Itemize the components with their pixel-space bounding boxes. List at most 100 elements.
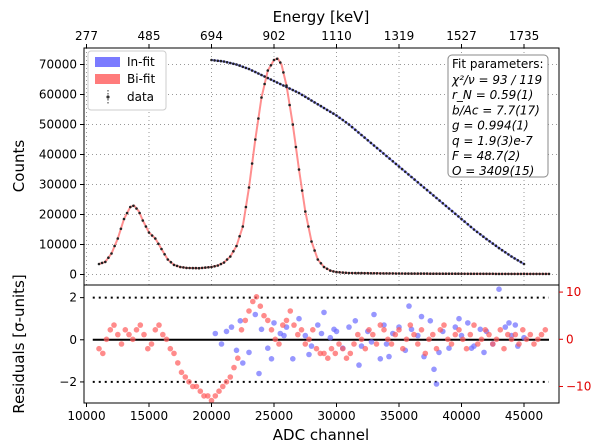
data-point-bi	[385, 272, 388, 275]
data-point-bi	[475, 272, 479, 276]
data-point-bi	[322, 265, 326, 269]
residual-point-bi-fit	[137, 322, 144, 328]
data-point-in	[247, 67, 251, 71]
residual-point-bi-fit	[452, 331, 459, 338]
data-point-bi	[122, 217, 126, 221]
data-point-in	[316, 103, 320, 106]
data-point-bi	[119, 227, 123, 231]
bottom-tick-label: 25000	[255, 409, 293, 423]
residual-point-bi-fit	[400, 345, 406, 352]
data-point-bi	[279, 61, 282, 64]
residual-point-bi-fit	[358, 336, 365, 343]
data-point-bi	[360, 271, 363, 275]
data-point-bi	[529, 272, 532, 276]
data-point-bi	[135, 207, 138, 210]
residual-point-bi-fit	[197, 388, 204, 395]
residual-point-bi-fit	[313, 345, 320, 352]
data-point-bi	[369, 272, 373, 275]
residual-point-bi-fit	[250, 298, 256, 305]
data-point-in	[438, 199, 441, 202]
top-tick-label: 1735	[509, 29, 540, 43]
data-point-in	[379, 149, 382, 153]
data-point-in	[513, 257, 516, 260]
residual-point-in-fit	[252, 311, 259, 318]
data-point-in	[516, 259, 520, 262]
data-point-in	[413, 178, 416, 181]
data-point-bi	[182, 266, 185, 269]
data-point-in	[391, 160, 395, 163]
data-point-bi	[466, 272, 470, 276]
residual-point-bi-fit	[186, 379, 192, 385]
residual-point-bi-fit	[130, 336, 136, 343]
data-point-in	[347, 123, 351, 126]
residual-point-bi-fit	[493, 336, 500, 343]
residual-point-in-fit	[465, 320, 471, 326]
data-point-in	[288, 87, 291, 90]
residual-point-in-fit	[281, 332, 287, 339]
data-point-bi	[150, 234, 154, 237]
top-tick-label: 1527	[446, 29, 477, 43]
data-point-bi	[532, 272, 535, 276]
y-tick-label: 0	[69, 268, 77, 282]
residual-point-in-fit	[265, 345, 271, 352]
residual-point-in-fit	[352, 318, 359, 324]
data-point-in	[304, 95, 307, 99]
data-point-in	[397, 165, 401, 168]
residual-point-bi-fit	[486, 331, 492, 338]
residual-point-in-fit	[318, 330, 325, 337]
res-left-tick-label: 2	[69, 291, 77, 305]
data-point-bi	[547, 272, 551, 276]
residuals-y-label: Residuals [σ-units]	[10, 274, 28, 413]
residual-point-bi-fit	[332, 350, 339, 357]
data-point-bi	[157, 242, 160, 246]
residual-point-bi-fit	[126, 331, 132, 338]
main-y-label: Counts	[10, 140, 28, 193]
res-right-tick-label: −10	[566, 379, 591, 393]
residual-point-bi-fit	[287, 308, 294, 314]
data-point-bi	[166, 258, 170, 261]
data-point-bi	[229, 255, 232, 258]
data-point-in	[363, 136, 366, 139]
data-point-bi	[141, 219, 145, 222]
data-point-bi	[497, 272, 501, 276]
data-point-bi	[472, 272, 476, 276]
residual-point-bi-fit	[433, 345, 440, 352]
data-point-bi	[194, 266, 198, 270]
data-point-bi	[394, 272, 398, 275]
data-point-in	[385, 154, 388, 158]
residual-point-bi-fit	[295, 331, 301, 338]
residual-point-bi-fit	[306, 336, 312, 343]
residual-point-in-fit	[233, 347, 240, 354]
residual-point-in-fit	[433, 381, 440, 387]
bottom-tick-label: 20000	[192, 409, 230, 423]
data-point-in	[360, 133, 363, 137]
residual-point-bi-fit	[283, 317, 290, 324]
data-point-bi	[460, 272, 463, 276]
data-point-bi	[238, 235, 241, 238]
data-point-in	[344, 121, 348, 124]
data-point-in	[435, 196, 438, 200]
data-point-in	[466, 223, 470, 226]
data-point-bi	[541, 272, 545, 276]
residual-point-bi-fit	[261, 312, 267, 319]
residual-point-in-fit	[502, 324, 509, 330]
data-point-bi	[444, 272, 448, 276]
data-point-in	[241, 65, 245, 69]
data-point-in	[335, 114, 338, 117]
residual-point-bi-fit	[115, 331, 121, 338]
data-point-in	[225, 61, 229, 64]
residual-point-bi-fit	[343, 355, 350, 362]
residual-point-bi-fit	[441, 322, 447, 328]
residual-point-in-fit	[477, 326, 484, 333]
data-point-bi	[500, 272, 504, 276]
data-point-bi	[516, 272, 520, 276]
residual-point-bi-fit	[411, 331, 417, 338]
data-point-bi	[294, 145, 298, 149]
data-point-bi	[432, 272, 435, 276]
data-point-bi	[538, 272, 541, 276]
residual-point-in-fit	[406, 303, 412, 309]
residual-point-bi-fit	[422, 350, 429, 357]
data-point-in	[325, 108, 329, 112]
residual-point-in-fit	[331, 326, 337, 333]
